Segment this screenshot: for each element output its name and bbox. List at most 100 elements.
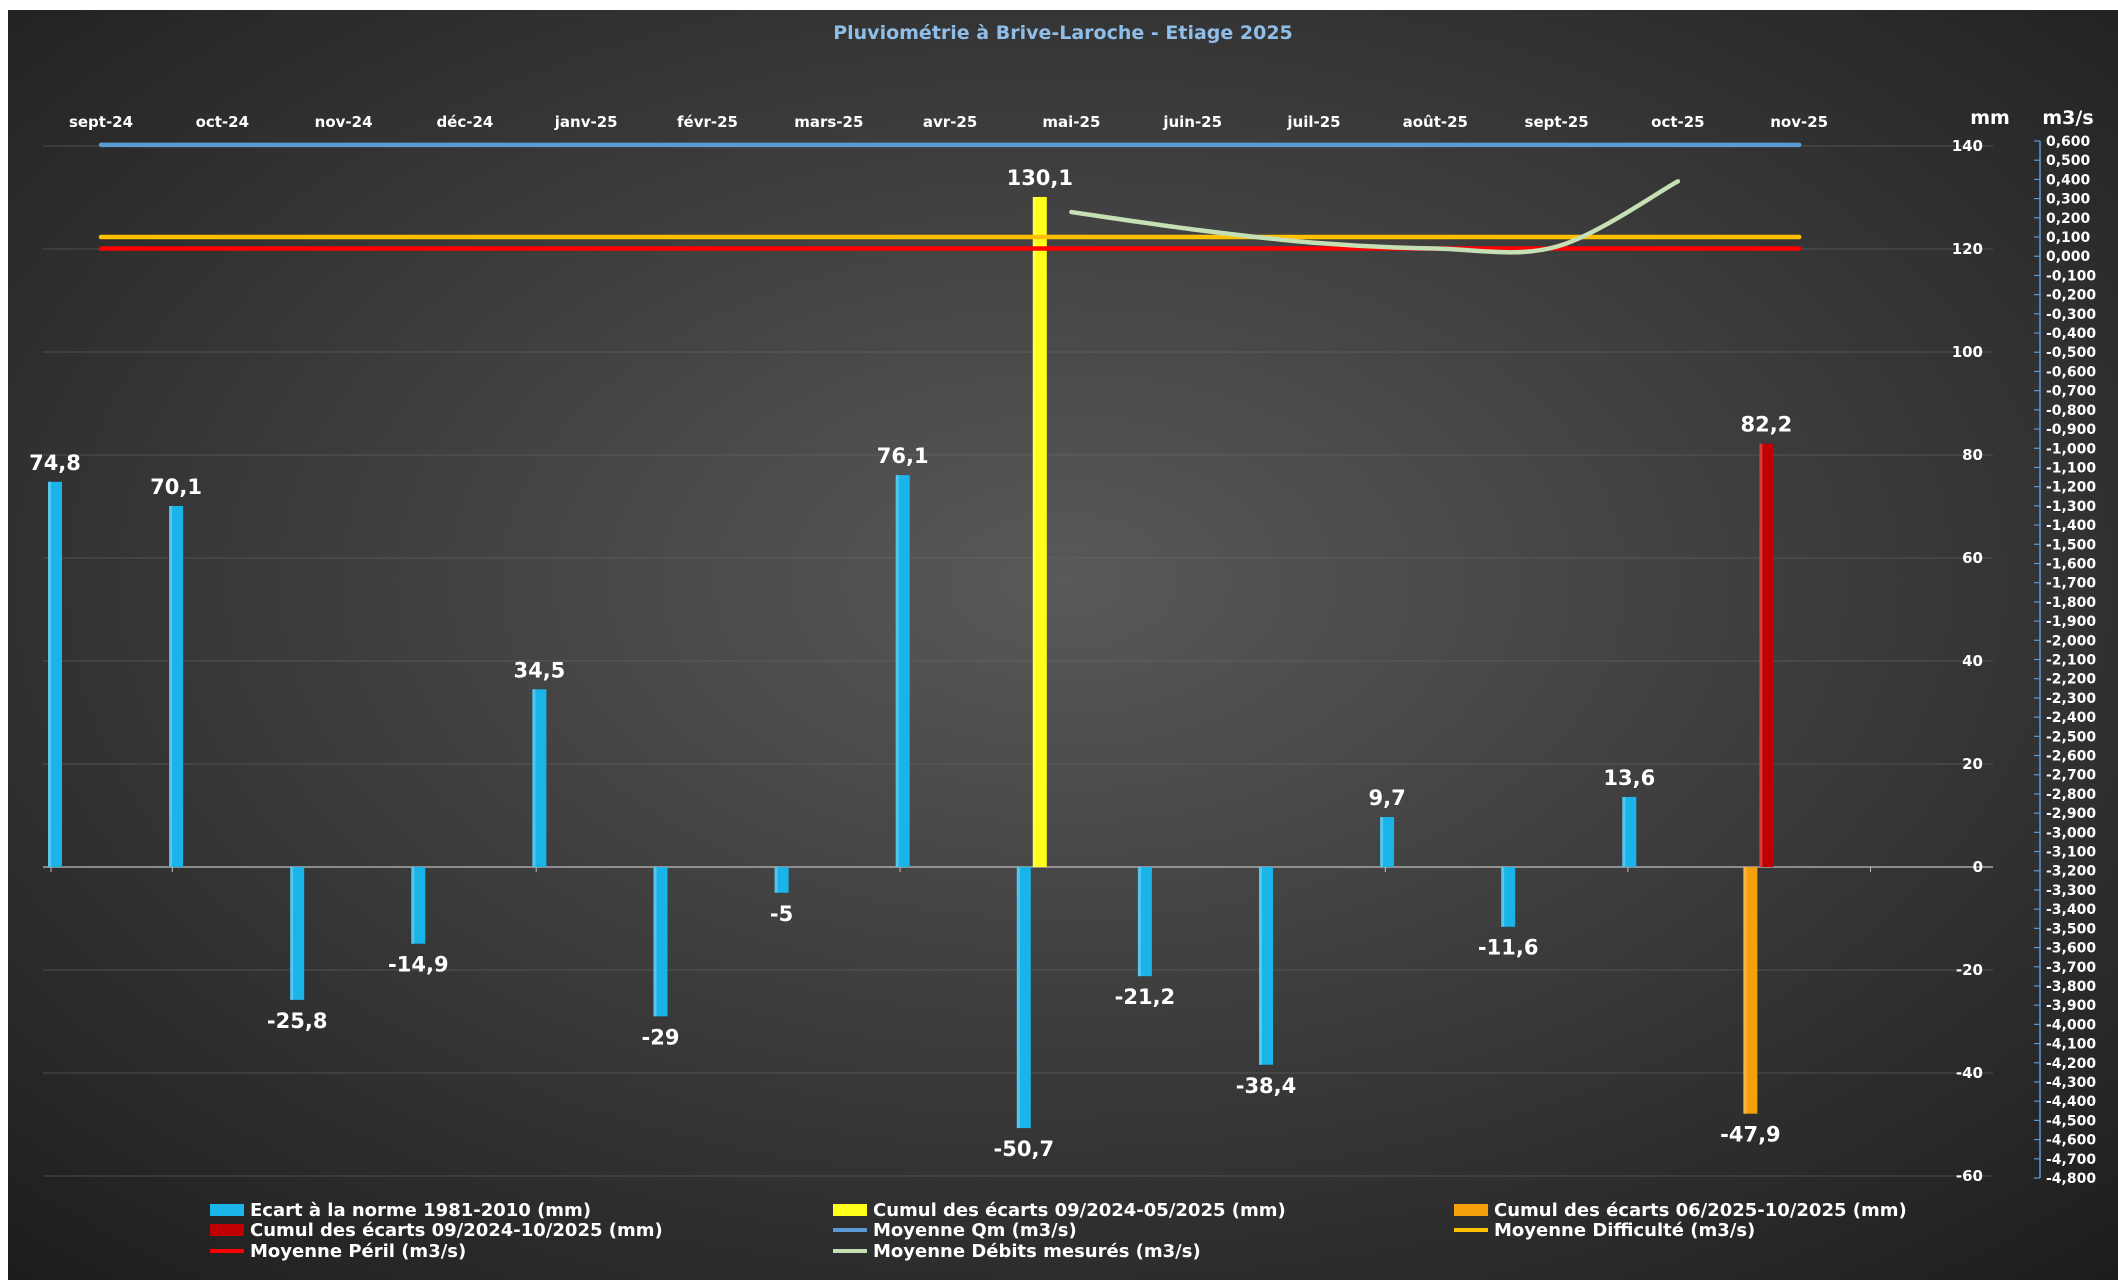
y2-tick-label: -4,800 xyxy=(2046,1171,2096,1187)
y2-tick-label: -1,300 xyxy=(2046,499,2096,515)
bar-highlight xyxy=(774,867,778,893)
y-tick-label: 140 xyxy=(1952,137,1983,155)
legend-label: Cumul des écarts 09/2024-05/2025 (mm) xyxy=(873,1200,1286,1221)
y2-tick-label: -0,200 xyxy=(2046,288,2096,304)
data-label: -14,9 xyxy=(388,953,449,977)
data-label: -5 xyxy=(770,902,793,926)
bar-highlight xyxy=(532,689,536,867)
y2-tick-label: -2,200 xyxy=(2046,672,2096,688)
x-tick-label: nov-24 xyxy=(315,113,373,131)
bar xyxy=(1016,867,1031,1129)
legend-label: Ecart à la norme 1981-2010 (mm) xyxy=(250,1200,591,1221)
y2-tick-label: -0,100 xyxy=(2046,268,2096,284)
legend-label: Moyenne Péril (m3/s) xyxy=(250,1241,466,1262)
y2-tick-label: -4,700 xyxy=(2046,1152,2096,1168)
data-label: 34,5 xyxy=(513,658,565,682)
y-tick-label: -20 xyxy=(1956,961,1983,979)
chart: Pluviométrie à Brive-Laroche - Etiage 20… xyxy=(8,10,2118,1280)
bar xyxy=(1380,817,1395,867)
data-label: 13,6 xyxy=(1603,766,1655,790)
x-tick-label: déc-24 xyxy=(436,113,493,131)
y2-tick-label: -4,500 xyxy=(2046,1113,2096,1129)
x-tick-label: sept-24 xyxy=(69,113,133,131)
data-label: 76,1 xyxy=(877,444,929,468)
legend-label: Moyenne Débits mesurés (m3/s) xyxy=(873,1241,1201,1262)
y2-tick-label: 0,100 xyxy=(2046,230,2091,246)
x-tick-label: févr-25 xyxy=(677,113,738,131)
y2-tick-label: -3,300 xyxy=(2046,883,2096,899)
x-tick-label: avr-25 xyxy=(923,113,977,131)
y2-tick-label: -3,800 xyxy=(2046,979,2096,995)
y2-tick-label: -4,000 xyxy=(2046,1017,2096,1033)
data-label: -47,9 xyxy=(1720,1123,1781,1147)
legend-swatch xyxy=(210,1224,244,1236)
data-label: 70,1 xyxy=(150,475,202,499)
bar xyxy=(895,475,910,867)
y2-tick-label: -3,600 xyxy=(2046,941,2096,957)
y2-tick-label: 0,500 xyxy=(2046,153,2091,169)
x-tick-label: oct-24 xyxy=(196,113,249,131)
x-tick-label: janv-25 xyxy=(554,113,618,131)
y-tick-label: -60 xyxy=(1956,1167,1983,1185)
y2-tick-label: -4,100 xyxy=(2046,1037,2096,1053)
y-tick-label: 20 xyxy=(1962,755,1983,773)
y2-tick-label: -3,500 xyxy=(2046,921,2096,937)
y2-tick-label: -2,700 xyxy=(2046,768,2096,784)
y2-tick-label: -0,600 xyxy=(2046,364,2096,380)
bar-highlight xyxy=(653,867,657,1017)
bar xyxy=(653,867,668,1017)
bar xyxy=(1259,867,1273,1065)
y2-tick-label: -0,800 xyxy=(2046,403,2096,419)
bar xyxy=(1622,796,1637,867)
y2-tick-label: -2,300 xyxy=(2046,691,2096,707)
y2-tick-label: -1,200 xyxy=(2046,480,2096,496)
x-tick-label: nov-25 xyxy=(1770,113,1828,131)
bar-highlight xyxy=(411,867,415,944)
y2-tick-label: -1,500 xyxy=(2046,537,2096,553)
y2-tick-label: -0,500 xyxy=(2046,345,2096,361)
bar-highlight xyxy=(1259,867,1262,1065)
x-tick-label: sept-25 xyxy=(1525,113,1589,131)
x-tick-label: juin-25 xyxy=(1162,113,1222,131)
y-tick-label: 60 xyxy=(1962,549,1983,567)
data-label: 74,8 xyxy=(29,451,81,475)
x-tick-label: mai-25 xyxy=(1042,113,1100,131)
bar xyxy=(48,481,62,867)
x-tick-label: juil-25 xyxy=(1286,113,1340,131)
x-tick-label: mars-25 xyxy=(794,113,863,131)
data-label: -50,7 xyxy=(994,1137,1055,1161)
y-tick-label: 80 xyxy=(1962,446,1983,464)
bar xyxy=(1032,196,1047,868)
y2-tick-label: -2,600 xyxy=(2046,749,2096,765)
y2-tick-label: 0,300 xyxy=(2046,192,2091,208)
legend-label: Cumul des écarts 06/2025-10/2025 (mm) xyxy=(1494,1200,1907,1221)
bar-highlight xyxy=(169,505,173,867)
y2-tick-label: -1,900 xyxy=(2046,614,2096,630)
bar-highlight xyxy=(1501,867,1505,927)
bar-highlight xyxy=(1743,867,1747,1114)
x-tick-label: oct-25 xyxy=(1651,113,1704,131)
chart-svg: Pluviométrie à Brive-Laroche - Etiage 20… xyxy=(8,10,2118,1280)
y2-tick-label: -0,400 xyxy=(2046,326,2096,342)
y2-tick-label: 0,600 xyxy=(2046,134,2091,150)
y2-tick-label: -3,400 xyxy=(2046,902,2096,918)
y2-tick-label: -4,300 xyxy=(2046,1075,2096,1091)
bar-highlight xyxy=(1380,817,1384,867)
data-label: 130,1 xyxy=(1007,166,1073,190)
right-axis-unit: m3/s xyxy=(2042,107,2093,129)
y2-tick-label: -0,300 xyxy=(2046,307,2096,323)
bar xyxy=(290,867,305,1000)
legend-swatch xyxy=(833,1204,867,1216)
x-tick-label: août-25 xyxy=(1403,113,1468,131)
data-label: -25,8 xyxy=(267,1009,328,1033)
y2-tick-label: -4,400 xyxy=(2046,1094,2096,1110)
y2-tick-label: 0,200 xyxy=(2046,211,2091,227)
data-label: -11,6 xyxy=(1478,936,1539,960)
y2-tick-label: -1,600 xyxy=(2046,556,2096,572)
legend-label: Moyenne Difficulté (m3/s) xyxy=(1494,1220,1755,1241)
chart-title: Pluviométrie à Brive-Laroche - Etiage 20… xyxy=(833,22,1293,44)
bar xyxy=(169,505,184,867)
y2-tick-label: -1,000 xyxy=(2046,441,2096,457)
data-label: 9,7 xyxy=(1368,786,1405,810)
y2-tick-label: 0,000 xyxy=(2046,249,2091,265)
